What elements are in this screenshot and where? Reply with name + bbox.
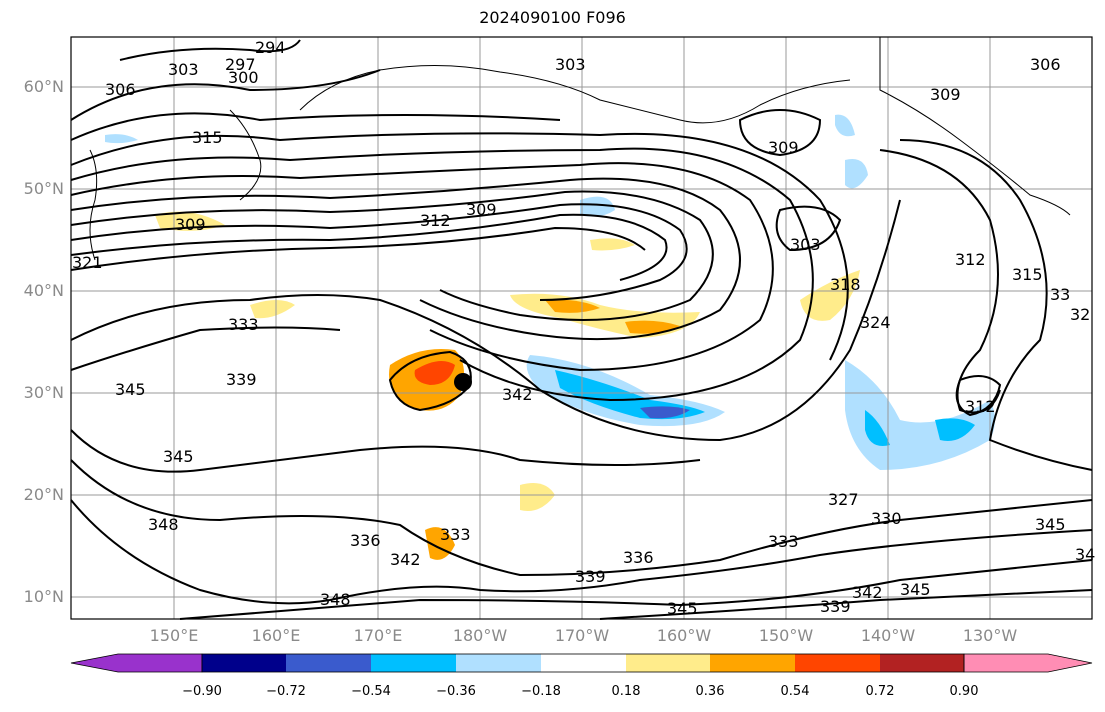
contour-label: 339 [820,597,851,616]
colorbar-segment [710,654,795,672]
shade-orange-band [545,299,600,313]
contour-label: 330 [871,509,902,528]
colorbar-tick: −0.36 [436,684,476,699]
contour-label: 303 [790,235,821,254]
lat-label: 30°N [23,383,64,402]
shade-north-lightblue [580,196,615,217]
colorbar-tick: 0.36 [695,684,725,699]
shade-east-cyan [865,410,975,446]
shade-west-yellow-2 [250,300,295,319]
contour-label: 327 [828,490,859,509]
colorbar-extend-high [963,653,1093,673]
contour-label: 336 [350,531,381,550]
contour-label: 345 [667,599,698,618]
contour-label: 345 [115,380,146,399]
contour-label: 309 [768,138,799,157]
contour-label: 345 [1035,515,1066,534]
contour-label: 321 [72,253,103,272]
colorbar-tick: 0.72 [865,684,895,699]
contour-label: 309 [466,200,497,219]
contour-label: 342 [390,550,421,569]
colorbar-segment [795,654,880,672]
contour-label: 333 [440,525,471,544]
colorbar-segment [541,654,626,672]
lon-label: 160°W [656,626,712,645]
colorbar [70,653,1093,673]
colorbar-outline [201,653,965,673]
colorbar-tick: −0.72 [266,684,306,699]
chart-title: 2024090100 F096 [479,8,626,27]
contour-label: 309 [175,215,206,234]
contour-label: 32 [1070,305,1090,324]
lon-label: 150°W [758,626,814,645]
lon-label: 180°W [452,626,508,645]
contour-label: 312 [955,250,986,269]
colorbar-tick: 0.18 [611,684,641,699]
contour-label: 342 [852,583,883,602]
lat-label: 40°N [23,281,64,300]
contour-label: 348 [148,515,179,534]
contour-label: 294 [255,38,286,57]
contour-label: 339 [575,567,606,586]
contour-label: 333 [228,315,259,334]
contour-label: 318 [830,275,861,294]
contour-labels: 294 297 300 303 306 303 306 309 315 309 … [72,38,1095,618]
lon-label: 150°E [149,626,199,645]
contour-label: 315 [192,128,223,147]
shade-east-yellow [800,270,860,321]
contour-label: 348 [320,590,351,609]
shade-ne-lightblue [835,114,868,189]
colorbar-tick: 0.54 [780,684,810,699]
contour-label: 324 [860,313,891,332]
shade-blue [640,406,690,419]
contour-label: 309 [930,85,961,104]
contour-label: 342 [502,385,533,404]
lon-label: 140°W [860,626,916,645]
contour-label: 306 [1030,55,1061,74]
shade-red [414,361,455,385]
lat-label: 50°N [23,179,64,198]
lon-label: 170°E [353,626,403,645]
contour-label: 312 [420,211,451,230]
shade-nw-lightblue [105,134,138,144]
coastlines [89,37,1071,261]
lat-label: 60°N [23,77,64,96]
colorbar-segment [456,654,541,672]
height-contours [70,39,1093,620]
lat-label: 20°N [23,485,64,504]
colorbar-tick: −0.54 [351,684,391,699]
lat-label: 10°N [23,587,64,606]
shade-north-yellow [590,238,635,251]
colorbar-tick: −0.90 [182,684,222,699]
contour-label: 345 [163,447,194,466]
contour-label: 345 [900,580,931,599]
contour-label: 297 [225,55,256,74]
contour-label: 306 [105,80,136,99]
colorbar-segment [286,654,371,672]
contour-label: 336 [623,548,654,567]
map-frame [70,36,1093,620]
colorbar-tick: −0.18 [521,684,561,699]
contour-label: 34 [1075,545,1095,564]
colorbar-tick: 0.90 [949,684,979,699]
contour-label: 303 [168,60,199,79]
contour-label: 300 [228,68,259,87]
contour-label: 312 [965,397,996,416]
shade-south-yellow [520,482,555,511]
contour-label: 315 [1012,265,1043,284]
contour-label: 33 [1050,285,1070,304]
contour-label: 333 [768,532,799,551]
lon-label: 170°W [554,626,610,645]
colorbar-extend-low [70,653,203,673]
colorbar-segment [371,654,456,672]
lon-label: 130°W [962,626,1018,645]
contour-label: 303 [555,55,586,74]
colorbar-segment [880,654,964,672]
colorbar-segment [202,654,286,672]
lon-label: 160°E [251,626,301,645]
storm-center-marker [454,373,472,391]
contour-label: 339 [226,370,257,389]
colorbar-segment [626,654,710,672]
